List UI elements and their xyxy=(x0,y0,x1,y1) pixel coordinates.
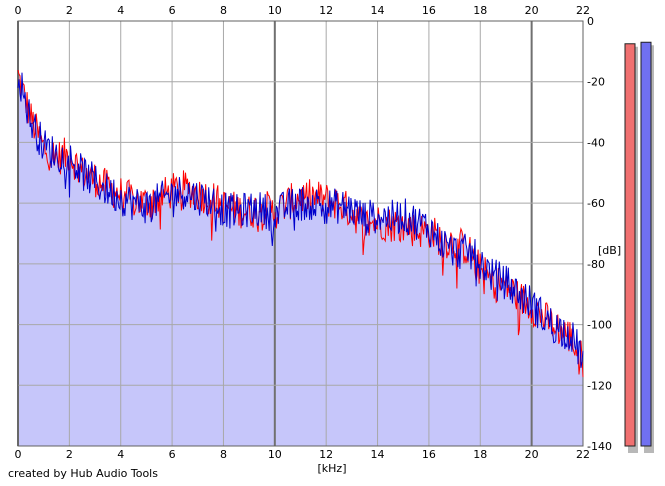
y-tick-label: -140 xyxy=(587,440,612,453)
level-meter xyxy=(624,41,654,454)
x-tick-labels-bottom: 0 2 4 6 8 10 12 14 16 18 20 22 xyxy=(15,448,591,461)
x-tick-label-top: 16 xyxy=(422,4,436,17)
x-tick-label-bottom: 22 xyxy=(576,448,590,461)
x-tick-label-bottom: 16 xyxy=(422,448,436,461)
x-tick-label-top: 12 xyxy=(319,4,333,17)
x-tick-label-bottom: 8 xyxy=(220,448,227,461)
x-tick-label-bottom: 12 xyxy=(319,448,333,461)
y-axis-label: [dB] xyxy=(598,244,621,257)
x-tick-label-bottom: 4 xyxy=(117,448,124,461)
x-tick-labels-top: 0 2 4 6 8 10 12 14 16 18 20 22 xyxy=(15,4,591,17)
x-tick-label-bottom: 14 xyxy=(371,448,385,461)
x-axis-label: [kHz] xyxy=(318,462,347,475)
y-tick-label: -40 xyxy=(587,136,605,149)
spectrum-fill xyxy=(18,70,583,446)
level-bar-2 xyxy=(640,41,652,447)
x-tick-label-top: 14 xyxy=(371,4,385,17)
x-tick-label-top: 22 xyxy=(576,4,590,17)
level-bar-1 xyxy=(624,43,636,447)
x-tick-label-bottom: 6 xyxy=(169,448,176,461)
series-layer xyxy=(17,69,584,378)
x-tick-label-top: 20 xyxy=(525,4,539,17)
x-tick-label-bottom: 10 xyxy=(268,448,282,461)
x-tick-label-top: 6 xyxy=(169,4,176,17)
x-tick-label-bottom: 18 xyxy=(473,448,487,461)
spectrum-line-1 xyxy=(17,69,584,378)
x-tick-label-bottom: 20 xyxy=(525,448,539,461)
y-tick-label: -60 xyxy=(587,197,605,210)
y-tick-label: -100 xyxy=(587,319,612,332)
y-tick-label: 0 xyxy=(587,15,594,28)
credit-text: created by Hub Audio Tools xyxy=(8,467,158,480)
x-tick-label-top: 0 xyxy=(15,4,22,17)
x-tick-label-bottom: 2 xyxy=(66,448,73,461)
y-tick-label: -120 xyxy=(587,379,612,392)
x-tick-label-top: 10 xyxy=(268,4,282,17)
y-tick-label: -80 xyxy=(587,258,605,271)
x-tick-label-top: 2 xyxy=(66,4,73,17)
plot-frame xyxy=(17,20,584,447)
spectrum-fill-layer xyxy=(18,70,583,446)
x-tick-label-top: 4 xyxy=(117,4,124,17)
y-tick-labels: 0 -20 -40 -60 -80 -100 -120 -140 xyxy=(587,15,612,453)
spectrum-line-2 xyxy=(17,72,584,368)
x-tick-label-top: 8 xyxy=(220,4,227,17)
x-tick-label-bottom: 0 xyxy=(15,448,22,461)
x-tick-label-top: 18 xyxy=(473,4,487,17)
y-tick-label: -20 xyxy=(587,76,605,89)
